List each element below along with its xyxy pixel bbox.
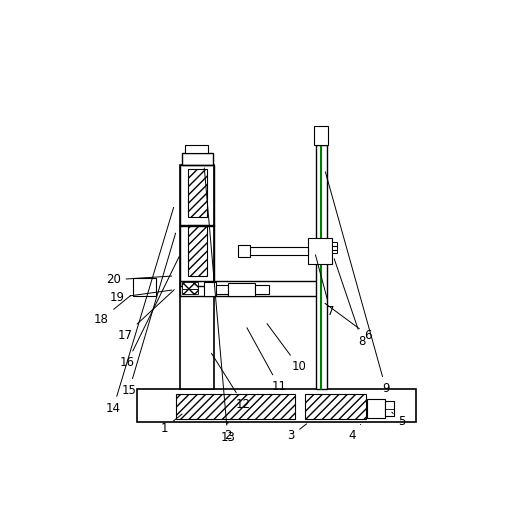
Bar [188, 169, 207, 217]
Text: 17: 17 [117, 289, 174, 341]
Bar [255, 285, 269, 294]
Text: 15: 15 [121, 233, 175, 397]
Bar [203, 282, 215, 297]
Text: 4: 4 [348, 424, 360, 442]
Bar [181, 152, 212, 165]
Bar [180, 281, 318, 296]
Bar [185, 145, 208, 152]
Text: 20: 20 [105, 273, 172, 286]
Text: 10: 10 [266, 323, 306, 373]
Bar [133, 278, 156, 297]
Bar [214, 285, 228, 294]
Bar [188, 225, 207, 276]
Text: 13: 13 [204, 168, 235, 443]
Text: 6: 6 [324, 303, 371, 341]
Text: 11: 11 [246, 328, 286, 393]
Text: 12: 12 [211, 353, 250, 411]
Bar [366, 399, 384, 418]
Bar [315, 145, 326, 388]
Bar [307, 238, 331, 264]
Bar [176, 393, 294, 419]
Text: 16: 16 [119, 256, 179, 369]
Bar [181, 282, 197, 289]
Text: 2: 2 [223, 422, 231, 442]
Text: 19: 19 [109, 290, 172, 304]
Text: 7: 7 [315, 255, 333, 318]
Bar [304, 393, 365, 419]
Bar [384, 401, 393, 416]
Text: 5: 5 [391, 412, 405, 428]
Text: 14: 14 [105, 208, 173, 415]
Text: 1: 1 [160, 414, 182, 435]
Text: 9: 9 [325, 172, 389, 395]
Bar [228, 283, 255, 296]
Text: 3: 3 [287, 424, 306, 442]
Bar [136, 388, 415, 422]
Bar [237, 245, 249, 257]
Bar [314, 126, 327, 145]
Text: 18: 18 [94, 296, 130, 326]
Bar [248, 247, 307, 255]
Bar [180, 165, 214, 227]
Text: 8: 8 [333, 259, 365, 348]
Bar [180, 165, 214, 388]
Bar [181, 289, 197, 295]
Bar [331, 242, 336, 253]
Bar [180, 225, 214, 286]
